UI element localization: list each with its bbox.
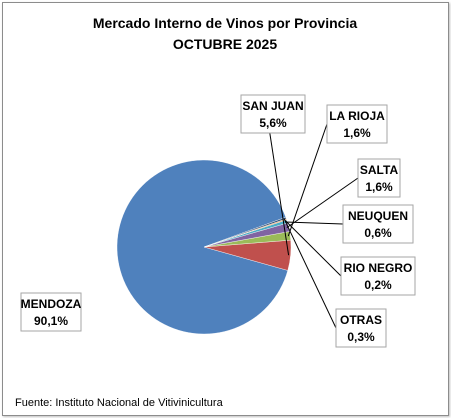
slice-label-otras: OTRAS [340,313,382,327]
slice-value-mendoza: 90,1% [34,314,68,328]
slice-label-mendoza: MENDOZA [21,297,82,311]
leader-line-otras [283,218,337,329]
pie-slices [116,159,292,335]
slice-value-neuquen: 0,6% [364,226,392,240]
slice-label-salta: SALTA [360,163,399,177]
pie-slice-mendoza [116,159,289,335]
slice-value-san-juan: 5,6% [259,116,287,130]
source-note: Fuente: Instituto Nacional de Vitivinicu… [15,397,224,409]
pie-slice-otras [203,216,287,248]
slice-label-san-juan: SAN JUAN [242,99,303,113]
label-box-rio-negro [340,256,416,296]
slice-value-salta: 1,6% [365,180,393,194]
label-box-salta [357,158,401,198]
slice-label-rio-negro: RIO NEGRO [344,261,413,275]
leader-line-neuquen [285,221,344,225]
leader-lines [269,123,359,329]
slice-value-rio-negro: 0,2% [364,278,392,292]
label-box-mendoza [20,292,82,332]
chart-title: Mercado Interno de Vinos por Provincia [93,15,357,31]
chart-subtitle: OCTUBRE 2025 [173,36,277,52]
label-box-neuquen [342,204,414,244]
leader-line-san-juan [269,132,290,256]
data-labels: MENDOZA 90,1% SAN JUAN 5,6% LA RIOJA 1,6% SALT… [20,94,416,348]
leader-line-salta [286,177,359,229]
label-box-la-rioja [326,104,388,144]
label-box-san-juan [240,94,306,134]
label-box-otras [335,308,387,348]
slice-label-la-rioja: LA RIOJA [329,109,385,123]
chart-canvas: Mercado Interno de Vinos por Provincia O… [15,15,416,409]
slice-value-la-rioja: 1,6% [343,126,371,140]
slice-label-neuquen: NEUQUEN [348,209,408,223]
leader-line-la-rioja [287,123,328,237]
leader-line-rio-negro [284,219,342,277]
slice-value-otras: 0,3% [347,330,375,344]
